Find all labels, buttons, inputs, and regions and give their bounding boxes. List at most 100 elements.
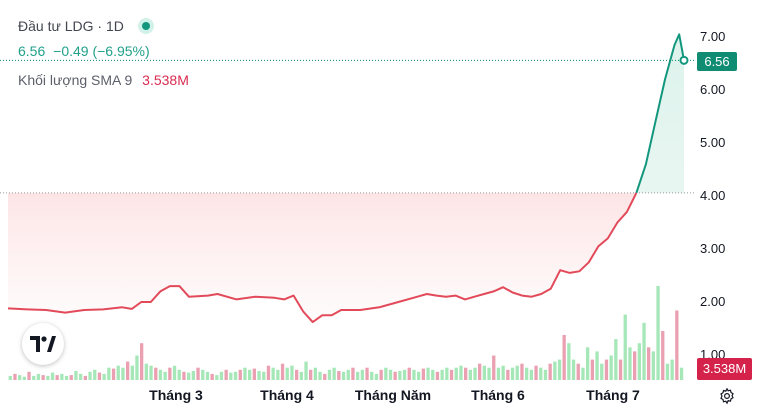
volume-bar xyxy=(60,373,64,380)
volume-bar xyxy=(252,368,256,380)
volume-bar xyxy=(210,373,214,380)
volume-bar xyxy=(351,367,355,380)
x-tick-label: Tháng 7 xyxy=(586,387,640,403)
volume-bar xyxy=(675,310,679,380)
volume-bar xyxy=(182,371,186,380)
volume-bar xyxy=(412,369,416,380)
volume-bar xyxy=(285,367,289,380)
volume-bar xyxy=(83,375,87,380)
volume-bar xyxy=(365,367,369,380)
tradingview-logo-icon[interactable] xyxy=(22,323,64,365)
last-price-marker xyxy=(679,55,689,65)
volume-bar xyxy=(642,322,646,380)
volume-bar xyxy=(525,367,529,380)
volume-bar xyxy=(398,371,402,380)
volume-bar xyxy=(130,365,134,380)
volume-bar xyxy=(581,367,585,380)
volume-label: Khối lượng SMA 9 xyxy=(18,72,133,88)
volume-bar xyxy=(670,359,674,380)
price-legend: 6.56 −0.49 (−6.95%) xyxy=(18,43,150,59)
volume-bar xyxy=(74,371,78,380)
volume-bar xyxy=(637,343,641,380)
volume-bar xyxy=(32,375,36,380)
volume-bar xyxy=(478,363,482,380)
volume-bar xyxy=(651,351,655,380)
volume-bar xyxy=(623,314,627,380)
volume-bar xyxy=(407,367,411,380)
volume-bar xyxy=(243,367,247,380)
volume-bar xyxy=(116,365,120,380)
volume-bar xyxy=(571,359,576,380)
volume-bar xyxy=(562,335,566,380)
volume-bar xyxy=(299,371,303,380)
volume-bar xyxy=(191,371,195,380)
volume-bar xyxy=(337,371,341,380)
x-tick-label: Tháng 4 xyxy=(260,387,314,403)
volume-bar xyxy=(374,373,379,380)
volume-bar xyxy=(665,363,670,380)
volume-legend[interactable]: Khối lượng SMA 9 3.538M xyxy=(18,72,189,88)
volume-bar xyxy=(553,361,557,380)
volume-bar xyxy=(679,367,684,380)
volume-bar xyxy=(257,371,261,380)
volume-bar xyxy=(93,369,97,380)
volume-bar xyxy=(520,363,524,380)
volume-bar xyxy=(158,369,163,380)
volume-bar xyxy=(196,367,200,380)
y-tick-label: 6.00 xyxy=(700,82,726,97)
volume-bar xyxy=(304,361,308,380)
volume-bar xyxy=(435,371,440,380)
volume-bar xyxy=(238,369,242,380)
volume-bar xyxy=(22,376,26,380)
volume-bar xyxy=(140,343,144,380)
volume-bar xyxy=(609,355,613,380)
gear-icon[interactable] xyxy=(717,386,737,406)
volume-bar xyxy=(482,365,486,380)
volume-bar xyxy=(318,371,322,380)
volume-bar xyxy=(454,367,458,380)
volume-bar xyxy=(172,365,177,380)
volume-bar xyxy=(201,369,205,380)
symbol-legend[interactable]: Đầu tư LDG · 1D xyxy=(18,18,154,34)
volume-bar xyxy=(219,371,224,380)
volume-bar xyxy=(647,347,651,380)
volume-bar xyxy=(309,369,313,380)
volume-bar xyxy=(313,367,317,380)
volume-bar xyxy=(487,367,491,380)
volume-bar xyxy=(459,365,463,380)
volume-bar xyxy=(341,371,346,380)
volume-bar xyxy=(548,363,552,380)
volume-bar xyxy=(107,367,111,380)
volume-bar xyxy=(97,372,102,380)
volume-bar xyxy=(276,369,280,380)
volume-bar xyxy=(187,372,191,380)
volume-bar xyxy=(13,373,17,380)
volume-bar xyxy=(163,371,167,380)
last-price: 6.56 xyxy=(18,43,46,59)
volume-bar xyxy=(229,372,233,380)
x-tick-label: Tháng 3 xyxy=(149,387,203,403)
volume-bar xyxy=(600,363,604,380)
volume-bar xyxy=(529,369,533,380)
volume-bar xyxy=(233,371,238,380)
x-tick-label: Tháng Năm xyxy=(354,387,432,403)
volume-bar xyxy=(126,361,130,380)
volume-bar xyxy=(135,355,139,380)
volume-bar xyxy=(290,365,294,380)
volume-bar xyxy=(346,369,350,380)
volume-bar xyxy=(69,375,73,380)
price-line-below xyxy=(7,192,638,324)
volume-bar xyxy=(55,375,59,380)
volume-bar xyxy=(534,365,538,380)
volume-bar xyxy=(168,367,172,380)
volume-bar xyxy=(36,373,41,380)
volume-bar xyxy=(332,367,336,380)
price-line-above xyxy=(635,33,685,194)
volume-bar xyxy=(421,368,425,380)
symbol-title[interactable]: Đầu tư LDG · 1D xyxy=(18,18,124,34)
volume-bar xyxy=(440,369,444,380)
volume-bar xyxy=(46,375,50,380)
above-baseline-area xyxy=(636,34,684,193)
volume-bar xyxy=(604,359,609,380)
